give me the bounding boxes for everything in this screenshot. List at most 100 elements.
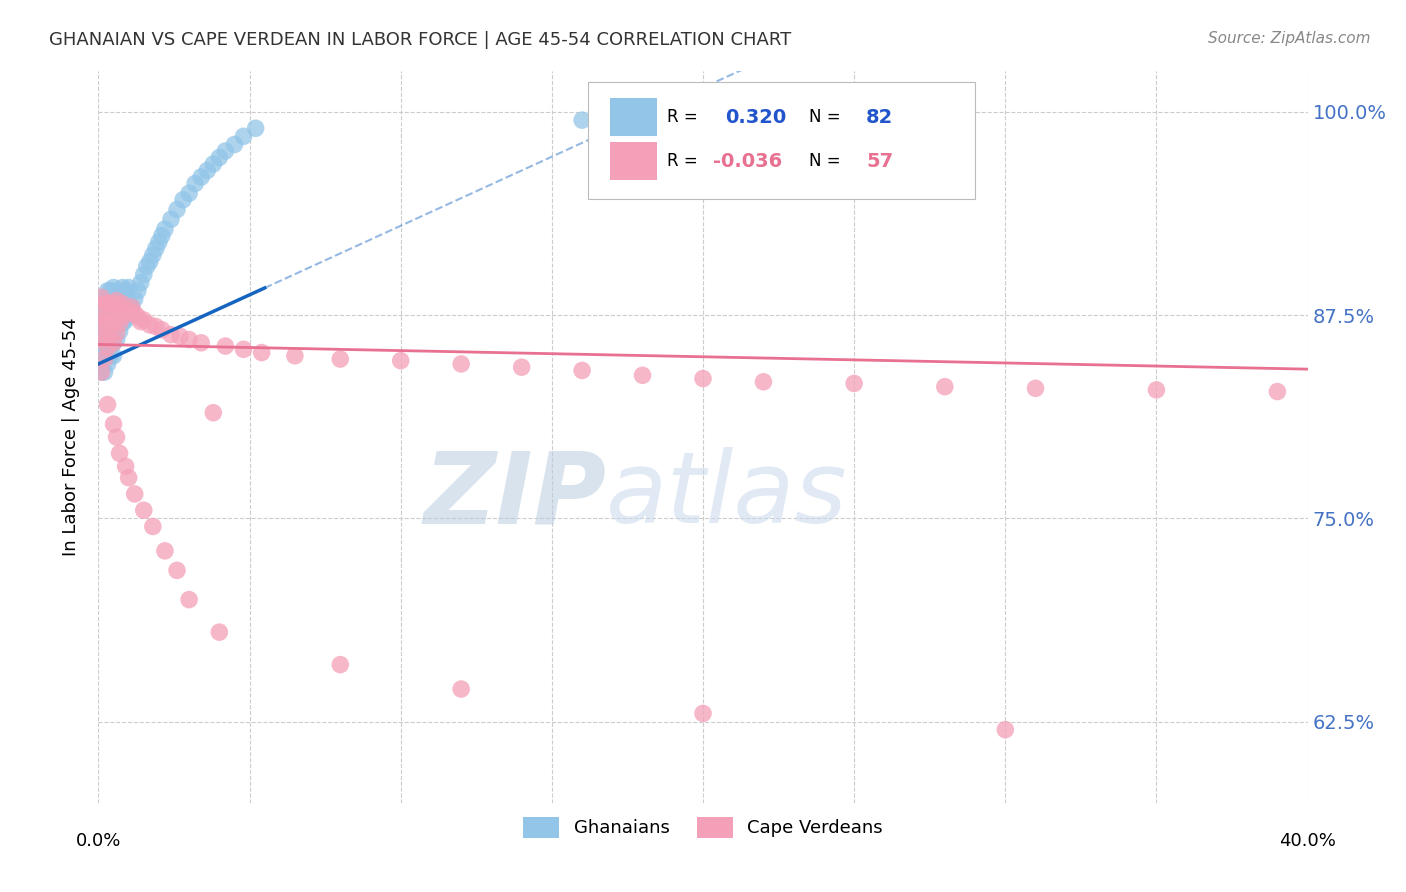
Point <box>100 349 122 363</box>
Point <box>232 129 254 144</box>
Point <box>103 335 125 350</box>
Point <box>96 300 118 314</box>
Point <box>111 297 134 311</box>
Point <box>96 316 118 330</box>
Point <box>121 300 143 314</box>
Point <box>284 349 307 363</box>
Point <box>124 307 146 321</box>
Point <box>571 363 593 377</box>
Text: atlas: atlas <box>606 447 848 544</box>
Point <box>1024 381 1046 395</box>
Point <box>510 360 533 375</box>
Point <box>121 300 143 314</box>
Point <box>232 343 254 357</box>
Point <box>93 365 115 379</box>
Point <box>124 292 146 306</box>
Point <box>103 316 125 330</box>
Point <box>105 326 128 340</box>
Point <box>96 398 118 412</box>
Point <box>118 303 141 318</box>
Point <box>93 308 115 322</box>
Point <box>90 290 112 304</box>
FancyBboxPatch shape <box>588 82 976 200</box>
Point <box>111 280 134 294</box>
Point <box>208 151 231 165</box>
Point <box>90 316 112 330</box>
FancyBboxPatch shape <box>610 98 657 136</box>
Point <box>103 280 125 294</box>
Point <box>129 276 152 290</box>
Point <box>190 169 212 184</box>
Point <box>90 333 112 347</box>
Point <box>114 459 136 474</box>
Text: Source: ZipAtlas.com: Source: ZipAtlas.com <box>1208 31 1371 46</box>
Text: 40.0%: 40.0% <box>1279 832 1336 850</box>
Point <box>166 202 188 217</box>
Point <box>114 284 136 298</box>
Point <box>103 325 125 339</box>
Point <box>145 242 167 256</box>
Point <box>96 341 118 355</box>
Text: R =: R = <box>666 153 703 170</box>
Point <box>108 313 131 327</box>
Point <box>160 327 183 342</box>
Point <box>93 292 115 306</box>
Point <box>934 380 956 394</box>
Point <box>692 371 714 385</box>
Point <box>90 300 112 314</box>
Point <box>145 319 167 334</box>
Point <box>105 333 128 347</box>
Point <box>166 563 188 577</box>
Point <box>994 723 1017 737</box>
Point <box>129 315 152 329</box>
Point <box>692 706 714 721</box>
Point <box>100 310 122 324</box>
Point <box>153 222 176 236</box>
Point <box>105 293 128 308</box>
Point <box>96 333 118 347</box>
Point <box>844 376 866 391</box>
Point <box>103 297 125 311</box>
Point <box>127 284 149 298</box>
Point <box>208 625 231 640</box>
Point <box>139 254 162 268</box>
Point <box>179 592 201 607</box>
Point <box>118 471 141 485</box>
Point <box>132 503 155 517</box>
Point <box>195 163 218 178</box>
Point <box>111 293 134 308</box>
Point <box>103 307 125 321</box>
Point <box>329 657 352 672</box>
Point <box>100 333 122 347</box>
Text: N =: N = <box>810 153 846 170</box>
Point <box>142 248 165 262</box>
Point <box>631 368 654 383</box>
Point <box>90 365 112 379</box>
Point <box>160 212 183 227</box>
Point <box>202 406 225 420</box>
Point <box>752 375 775 389</box>
Point <box>450 681 472 696</box>
Point <box>90 349 112 363</box>
Point <box>103 300 125 314</box>
Point <box>127 310 149 324</box>
Point <box>93 313 115 327</box>
Text: GHANAIAN VS CAPE VERDEAN IN LABOR FORCE | AGE 45-54 CORRELATION CHART: GHANAIAN VS CAPE VERDEAN IN LABOR FORCE … <box>49 31 792 49</box>
Point <box>103 417 125 431</box>
Point <box>214 339 236 353</box>
Point <box>150 228 173 243</box>
Point <box>103 292 125 306</box>
Point <box>103 316 125 330</box>
Point <box>96 308 118 322</box>
Point <box>111 307 134 321</box>
Point <box>179 333 201 347</box>
Point <box>96 325 118 339</box>
Point <box>100 284 122 298</box>
Point <box>108 300 131 314</box>
Point <box>100 329 122 343</box>
Point <box>96 316 118 330</box>
Point <box>111 316 134 330</box>
Point <box>96 341 118 355</box>
Point <box>93 349 115 363</box>
Point <box>329 352 352 367</box>
